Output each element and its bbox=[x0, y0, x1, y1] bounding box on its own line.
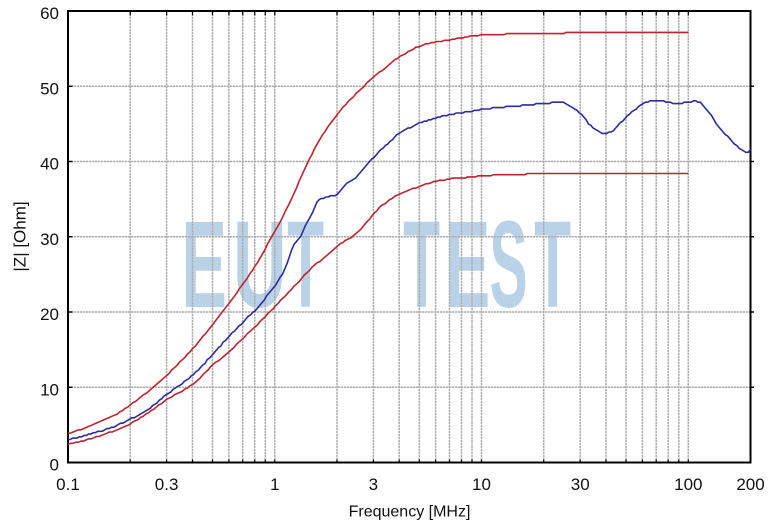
svg-text:0: 0 bbox=[50, 456, 59, 475]
svg-text:S: S bbox=[490, 197, 528, 334]
svg-text:60: 60 bbox=[40, 4, 59, 23]
svg-text:T: T bbox=[534, 195, 571, 333]
svg-text:E: E bbox=[445, 197, 491, 334]
svg-text:20: 20 bbox=[40, 305, 59, 324]
svg-text:1: 1 bbox=[270, 475, 279, 494]
svg-text:T: T bbox=[287, 195, 324, 333]
svg-text:100: 100 bbox=[674, 475, 702, 494]
svg-text:T: T bbox=[403, 195, 440, 333]
svg-text:U: U bbox=[233, 196, 287, 334]
svg-text:30: 30 bbox=[40, 230, 59, 249]
svg-text:30: 30 bbox=[571, 475, 590, 494]
svg-text:10: 10 bbox=[40, 380, 59, 399]
svg-text:3: 3 bbox=[369, 475, 378, 494]
svg-text:40: 40 bbox=[40, 155, 59, 174]
svg-text:Frequency [MHz]: Frequency [MHz] bbox=[349, 504, 471, 521]
svg-text:200: 200 bbox=[736, 475, 764, 494]
svg-text:0.3: 0.3 bbox=[155, 475, 179, 494]
svg-text:|Z| [Ohm]: |Z| [Ohm] bbox=[11, 201, 30, 271]
svg-text:50: 50 bbox=[40, 80, 59, 99]
svg-text:10: 10 bbox=[472, 475, 491, 494]
svg-text:0.1: 0.1 bbox=[56, 475, 80, 494]
